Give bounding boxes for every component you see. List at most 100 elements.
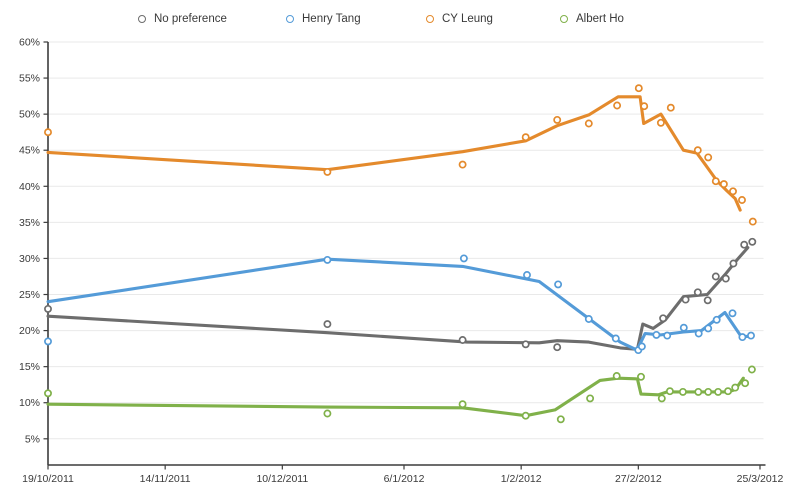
y-tick-label: 15% [19,361,40,373]
data-point-henry-tang [679,323,688,332]
legend-item-cy-leung: CY Leung [426,13,493,25]
y-tick-label: 40% [19,181,40,193]
data-point-cy-leung [640,102,649,111]
data-point-no-preference [711,272,720,281]
data-point-cy-leung [458,160,467,169]
data-point-albert-ho [694,387,703,396]
data-point-henry-tang [738,333,747,342]
data-point-henry-tang [637,342,646,351]
data-point-no-preference [721,274,730,283]
data-point-henry-tang [694,329,703,338]
data-point-albert-ho [678,387,687,396]
legend-item-henry-tang: Henry Tang [286,13,361,25]
data-point-no-preference [703,296,712,305]
data-point-henry-tang [523,271,531,279]
chart-legend: No preference Henry Tang CY Leung Albert… [0,0,800,32]
data-point-cy-leung [711,177,720,186]
data-point-no-preference [44,304,52,313]
data-point-albert-ho [665,387,674,396]
data-point-cy-leung [613,101,622,110]
x-tick-label: 1/2/2012 [501,473,542,485]
x-tick-label: 27/2/2012 [615,473,662,485]
y-tick-label: 10% [19,397,40,409]
legend-item-albert-ho: Albert Ho [560,13,624,25]
y-tick-label: 35% [19,217,40,229]
x-tick-label: 19/10/2011 [22,473,74,485]
trend-line-albert-ho [46,376,745,418]
trend-line-no-preference [46,246,750,351]
data-point-no-preference [553,343,562,352]
legend-marker-no-preference-icon [138,15,146,23]
data-point-albert-ho [323,409,332,418]
legend-item-no-preference: No preference [138,13,227,25]
trend-line-henry-tang [46,257,752,352]
legend-label-henry-tang: Henry Tang [302,13,361,25]
data-point-cy-leung [634,84,643,93]
data-point-henry-tang [323,255,332,264]
data-point-no-preference [458,336,467,344]
data-point-cy-leung [738,196,746,204]
data-point-no-preference [740,240,749,249]
data-point-henry-tang [663,331,672,340]
data-point-henry-tang [652,330,661,339]
legend-label-no-preference: No preference [154,13,227,25]
data-point-cy-leung [704,153,713,162]
data-point-no-preference [693,288,702,297]
data-point-no-preference [323,320,332,329]
data-point-cy-leung [656,118,665,127]
data-point-albert-ho [556,415,565,424]
legend-marker-albert-ho-icon [560,15,568,23]
y-tick-label: 25% [19,289,40,301]
data-point-cy-leung [693,146,702,155]
data-point-henry-tang [584,315,593,323]
data-point-albert-ho [714,387,723,396]
data-point-cy-leung [44,128,52,137]
y-tick-label: 55% [19,73,40,85]
x-tick-label: 6/1/2012 [384,473,425,485]
legend-label-albert-ho: Albert Ho [576,13,624,25]
x-tick-label: 25/3/2012 [737,473,784,485]
data-point-albert-ho [747,365,756,374]
data-point-cy-leung [719,180,728,189]
data-point-cy-leung [748,217,757,226]
data-point-albert-ho [637,372,645,381]
data-point-albert-ho [521,411,530,420]
y-tick-label: 50% [19,109,40,121]
data-point-no-preference [521,340,530,349]
data-point-henry-tang [611,334,620,343]
data-point-albert-ho [741,379,750,388]
data-point-henry-tang [459,254,468,263]
data-point-no-preference [659,314,668,323]
x-tick-label: 14/11/2011 [140,473,191,485]
data-point-albert-ho [586,394,595,403]
data-point-albert-ho [704,387,713,396]
data-point-henry-tang [712,315,721,324]
legend-label-cy-leung: CY Leung [442,13,493,25]
data-point-henry-tang [554,280,563,289]
data-point-no-preference [729,259,738,268]
data-point-cy-leung [553,115,562,124]
data-point-cy-leung [323,167,332,176]
legend-marker-henry-tang-icon [286,15,294,23]
data-point-no-preference [748,237,757,246]
data-point-henry-tang [704,324,713,333]
data-point-henry-tang [728,309,737,318]
data-point-albert-ho [657,394,666,403]
data-point-albert-ho [731,383,740,392]
y-tick-label: 5% [25,433,40,445]
data-point-henry-tang [44,337,52,346]
data-point-cy-leung [584,119,593,128]
y-tick-label: 20% [19,325,40,337]
y-tick-label: 60% [19,37,40,49]
y-tick-label: 30% [19,253,40,265]
data-point-cy-leung [729,187,737,196]
legend-marker-cy-leung-icon [426,15,434,23]
data-point-albert-ho [458,400,467,409]
data-point-albert-ho [724,387,732,396]
data-point-cy-leung [521,133,530,142]
y-tick-label: 45% [19,145,40,157]
data-point-albert-ho [44,389,52,398]
data-point-albert-ho [612,372,621,380]
